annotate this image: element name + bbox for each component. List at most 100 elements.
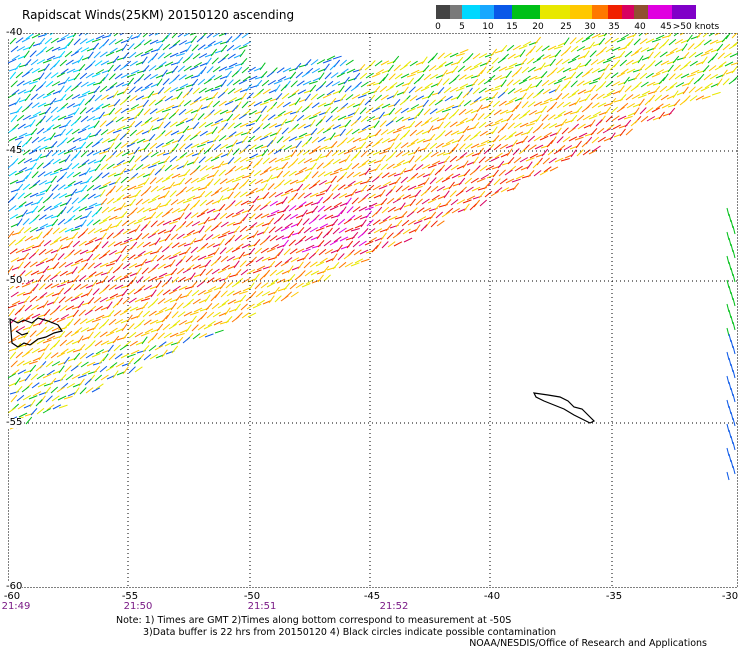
wind-barb [268,295,275,304]
lon-label--40: -40 [483,591,501,602]
wind-barb [275,92,283,101]
wind-barb [296,80,305,87]
wind-barb [358,63,366,72]
wind-barb [588,149,598,155]
wind-barb [112,163,122,169]
wind-barb [392,163,402,169]
wind-barb [157,121,164,130]
wind-barb [165,173,174,180]
wind-barb [203,216,210,225]
wind-barb [35,153,43,162]
wind-barb [163,332,172,339]
wind-barb [336,244,343,253]
wind-barb [350,85,359,92]
wind-barb [122,297,130,305]
wind-barb [37,171,46,178]
wind-barb [203,182,211,190]
wind-barb [276,101,285,109]
wind-barb [129,306,139,312]
wind-barb [137,250,146,257]
wind-barb [611,81,621,87]
wind-barb [182,160,189,169]
wind-barb [161,177,171,183]
wind-barb [218,135,227,142]
wind-barb [280,158,290,162]
wind-barb [106,163,115,170]
lon-label--55: -55 [121,591,139,602]
wind-barb [281,161,289,170]
wind-barb [324,248,333,255]
wind-barb [168,112,177,120]
wind-barb [525,157,535,162]
wind-barb [122,194,132,200]
wind-barb [277,110,286,117]
wind-barb [91,141,100,148]
wind-barb [295,140,302,149]
wind-barb [245,123,255,127]
wind-barb [333,236,342,243]
wind-barb [87,228,96,235]
wind-barb [63,184,73,190]
wind-barb [238,290,248,295]
wind-barb [267,148,276,156]
wind-barb [29,399,36,408]
wind-barb [148,99,156,107]
wind-barb [351,128,360,135]
scale-label-15: 15 [506,22,518,32]
wind-barb [184,177,193,185]
wind-barb [542,54,552,60]
wind-barb [353,215,363,221]
wind-barb [443,121,451,129]
wind-barb [91,210,99,218]
wind-barb [38,214,47,221]
wind-barb [78,33,83,37]
wind-barb [150,185,159,193]
wind-barb [406,176,415,183]
wind-barb [347,180,356,187]
wind-barb [507,53,516,60]
wind-barb [71,128,80,135]
wind-barb [414,189,422,198]
wind-barb [133,77,142,85]
wind-barb [444,61,454,67]
wind-barb [214,187,223,194]
wind-barb [325,115,333,123]
wind-barb [305,67,314,75]
wind-barb [177,276,186,283]
wind-barb [67,111,77,117]
footnotes: Note: 1) Times are GMT 2)Times along bot… [116,615,556,639]
wind-barb [25,171,32,180]
wind-barb [443,86,452,94]
wind-barb [396,194,405,201]
wind-barb [367,228,376,235]
wind-barb [134,366,143,373]
wind-barb [227,191,234,200]
wind-barb [179,117,188,124]
wind-barb [246,234,256,240]
wind-barb [204,294,211,303]
wind-barb [431,160,441,166]
wind-barb [165,207,174,215]
wind-barb [732,225,736,235]
wind-barb [213,75,223,81]
wind-barb [637,94,647,99]
wind-barb [130,138,139,145]
wind-barb [24,93,31,102]
wind-barb [30,59,39,66]
wind-barb [500,187,510,193]
wind-barb [331,149,340,157]
wind-barb [70,85,79,92]
wind-barb [231,139,238,148]
wind-barb [298,132,308,138]
wind-barb [128,331,137,339]
wind-barb [95,383,104,390]
wind-barb [239,122,249,128]
wind-barb [140,52,150,57]
wind-barb [268,260,276,269]
wind-barb [497,160,505,169]
wind-barb [297,261,304,270]
wind-barb [263,131,272,138]
wind-barb [653,51,661,59]
wind-barb [689,95,698,102]
wind-barb [228,96,237,103]
